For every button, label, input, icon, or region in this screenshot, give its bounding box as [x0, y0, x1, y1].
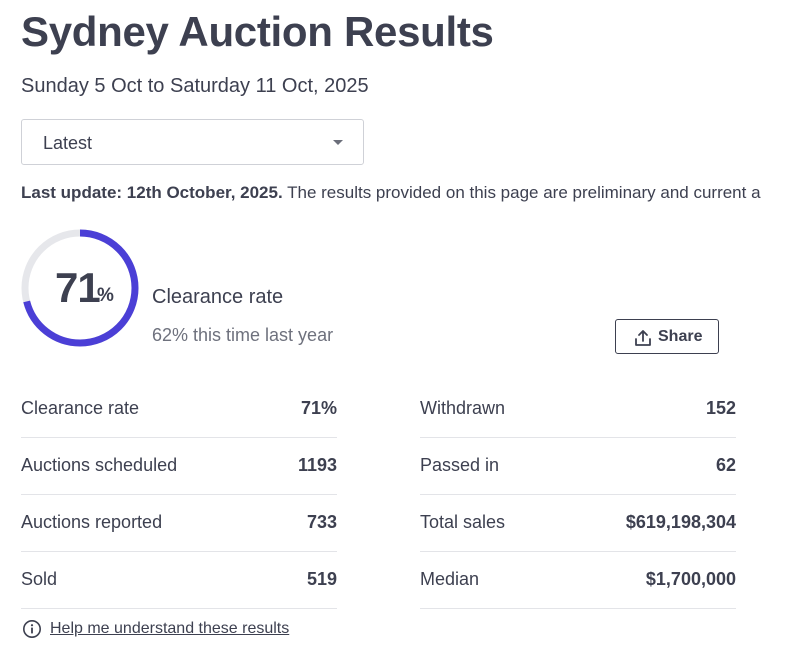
stat-row-total-sales: Total sales $619,198,304: [420, 495, 736, 552]
info-icon: [23, 620, 41, 638]
share-icon: [635, 330, 651, 346]
stat-row-auctions-reported: Auctions reported 733: [21, 495, 337, 552]
page-title: Sydney Auction Results: [21, 8, 494, 55]
clearance-rate-number: 71: [55, 264, 101, 311]
last-update-text: The results provided on this page are pr…: [282, 183, 761, 202]
stat-value: 733: [306, 512, 337, 532]
stat-label: Clearance rate: [21, 398, 140, 418]
stat-row-withdrawn: Withdrawn 152: [420, 381, 736, 438]
stat-row-sold: Sold 519: [21, 552, 337, 609]
stat-label: Passed in: [420, 455, 500, 475]
clearance-rate-label: Clearance rate: [152, 286, 284, 308]
stat-row-clearance-rate: Clearance rate 71%: [21, 381, 337, 438]
stat-value: 519: [306, 569, 337, 589]
last-year-comparison: 62% this time last year: [152, 325, 334, 345]
share-button[interactable]: Share: [615, 319, 719, 354]
stat-value: $619,198,304: [625, 512, 736, 532]
stat-value: 1193: [297, 455, 337, 475]
stat-row-median: Median $1,700,000: [420, 552, 736, 609]
stat-value: 152: [705, 398, 736, 418]
clearance-rate-gauge: [21, 229, 139, 347]
share-label: Share: [658, 328, 703, 345]
chevron-down-icon: [333, 140, 343, 145]
stat-row-passed-in: Passed in 62: [420, 438, 736, 495]
period-select[interactable]: Latest: [21, 119, 364, 165]
gauge-fill: [21, 229, 139, 347]
clearance-rate-unit: %: [97, 285, 114, 306]
period-select-value: Latest: [43, 133, 93, 153]
stat-label: Withdrawn: [420, 398, 506, 418]
stat-label: Median: [420, 569, 480, 589]
stat-label: Auctions reported: [21, 512, 163, 532]
stat-label: Sold: [21, 569, 58, 589]
date-range: Sunday 5 Oct to Saturday 11 Oct, 2025: [21, 75, 369, 97]
last-update-date: Last update: 12th October, 2025.: [21, 183, 283, 202]
help-link-label[interactable]: Help me understand these results: [50, 620, 290, 637]
stat-row-auctions-scheduled: Auctions scheduled 1193: [21, 438, 337, 495]
stat-label: Auctions scheduled: [21, 455, 178, 475]
stat-label: Total sales: [420, 512, 506, 532]
stats-table-right: Withdrawn 152 Passed in 62 Total sales $…: [420, 381, 736, 609]
stats-table-left: Clearance rate 71% Auctions scheduled 11…: [21, 381, 337, 609]
stat-value: 62: [715, 455, 736, 475]
stat-value: 71%: [300, 398, 337, 418]
last-update-notice: Last update: 12th October, 2025. The res…: [21, 183, 761, 203]
stat-value: $1,700,000: [645, 569, 736, 589]
